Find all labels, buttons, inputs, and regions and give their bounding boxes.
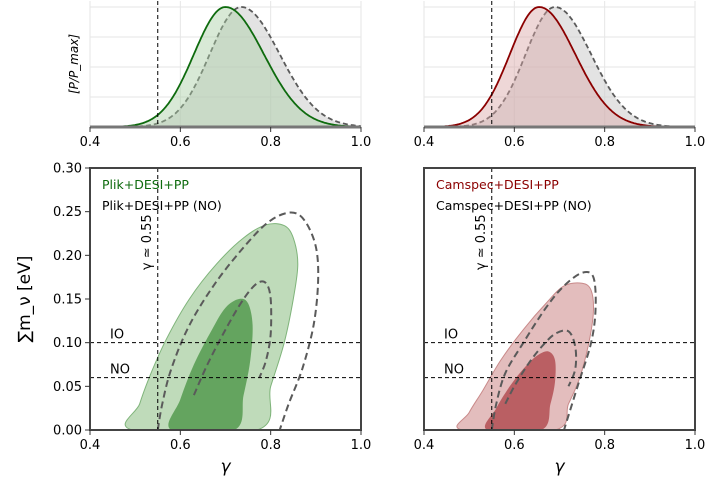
contour-no-1sigma — [504, 329, 578, 405]
y-tick-label: 0.25 — [53, 205, 82, 220]
y-tick-label: 0.00 — [53, 424, 82, 439]
legend-entry: Plik+DESI+PP (NO) — [102, 198, 222, 213]
x-tick-label: 0.8 — [260, 438, 281, 453]
x-tick-label: 0.4 — [414, 438, 435, 453]
hline-label-no: NO — [444, 363, 464, 378]
x-tick-label: 0.8 — [260, 135, 281, 150]
hline-label-no: NO — [110, 363, 130, 378]
x-tick-label: 1.0 — [685, 135, 706, 150]
x-tick-label: 0.8 — [594, 135, 615, 150]
contour-2sigma — [124, 223, 299, 430]
y-tick-label: 0.05 — [53, 380, 82, 395]
contour-2sigma — [456, 282, 594, 430]
contour-no-2sigma — [490, 270, 597, 430]
panel-camspec-2d: IO NO γ ≃ 0.55 Camspec+DESI+PP Camspec+DESI+… — [414, 167, 706, 477]
plot-frame — [423, 167, 696, 431]
x-tick-label: 0.4 — [80, 438, 101, 453]
y-tick-label: 0.15 — [53, 293, 82, 308]
series-fill — [90, 7, 361, 127]
x-tick-label: 0.8 — [594, 438, 615, 453]
legend-entry: Camspec+DESI+PP — [436, 177, 559, 192]
series-line — [90, 6, 362, 128]
hline-label-io: IO — [444, 328, 458, 343]
x-axis-label: γ — [554, 457, 565, 477]
vline-label: γ ≃ 0.55 — [140, 214, 155, 270]
y-axis-label: [P/P_max] — [67, 34, 81, 94]
y-tick-label: 0.10 — [53, 336, 82, 351]
y-axis-label: ∑m_ν [eV] — [15, 256, 35, 343]
series-fill — [424, 7, 695, 127]
x-tick-label: 0.6 — [170, 438, 191, 453]
x-tick-label: 1.0 — [685, 438, 706, 453]
panel-plik-2d: IO NO γ ≃ 0.55 Plik+DESI+PP Plik+DESI+PP (NO… — [15, 162, 371, 478]
x-tick-label: 0.6 — [504, 438, 525, 453]
series-line — [90, 6, 362, 128]
x-tick-label: 0.6 — [504, 135, 525, 150]
contour-1sigma — [168, 298, 253, 430]
x-tick-label: 0.4 — [80, 135, 101, 150]
panel-plik-1d: 0.4 0.6 0.8 1.0 [P/P_max] — [67, 1, 371, 150]
legend-entry: Camspec+DESI+PP (NO) — [436, 198, 592, 213]
contour-no-2sigma — [156, 211, 320, 430]
x-axis-label: γ — [220, 457, 231, 477]
y-tick-label: 0.30 — [53, 162, 82, 177]
panel-camspec-1d: 0.4 0.6 0.8 1.0 — [414, 1, 706, 150]
series-fill — [424, 7, 695, 127]
hline-label-io: IO — [110, 328, 124, 343]
x-tick-label: 0.4 — [414, 135, 435, 150]
contour-no-1sigma — [192, 280, 273, 396]
x-tick-label: 0.6 — [170, 135, 191, 150]
series-line — [424, 6, 695, 128]
plot-area — [424, 168, 695, 430]
contour-1sigma — [484, 351, 556, 430]
series-fill — [90, 7, 361, 127]
plot-area — [90, 168, 361, 430]
legend-entry: Plik+DESI+PP — [102, 177, 189, 192]
y-tick-label: 0.20 — [53, 249, 82, 264]
x-tick-label: 1.0 — [351, 438, 372, 453]
x-tick-label: 1.0 — [351, 135, 372, 150]
vline-label: γ ≃ 0.55 — [474, 214, 489, 270]
